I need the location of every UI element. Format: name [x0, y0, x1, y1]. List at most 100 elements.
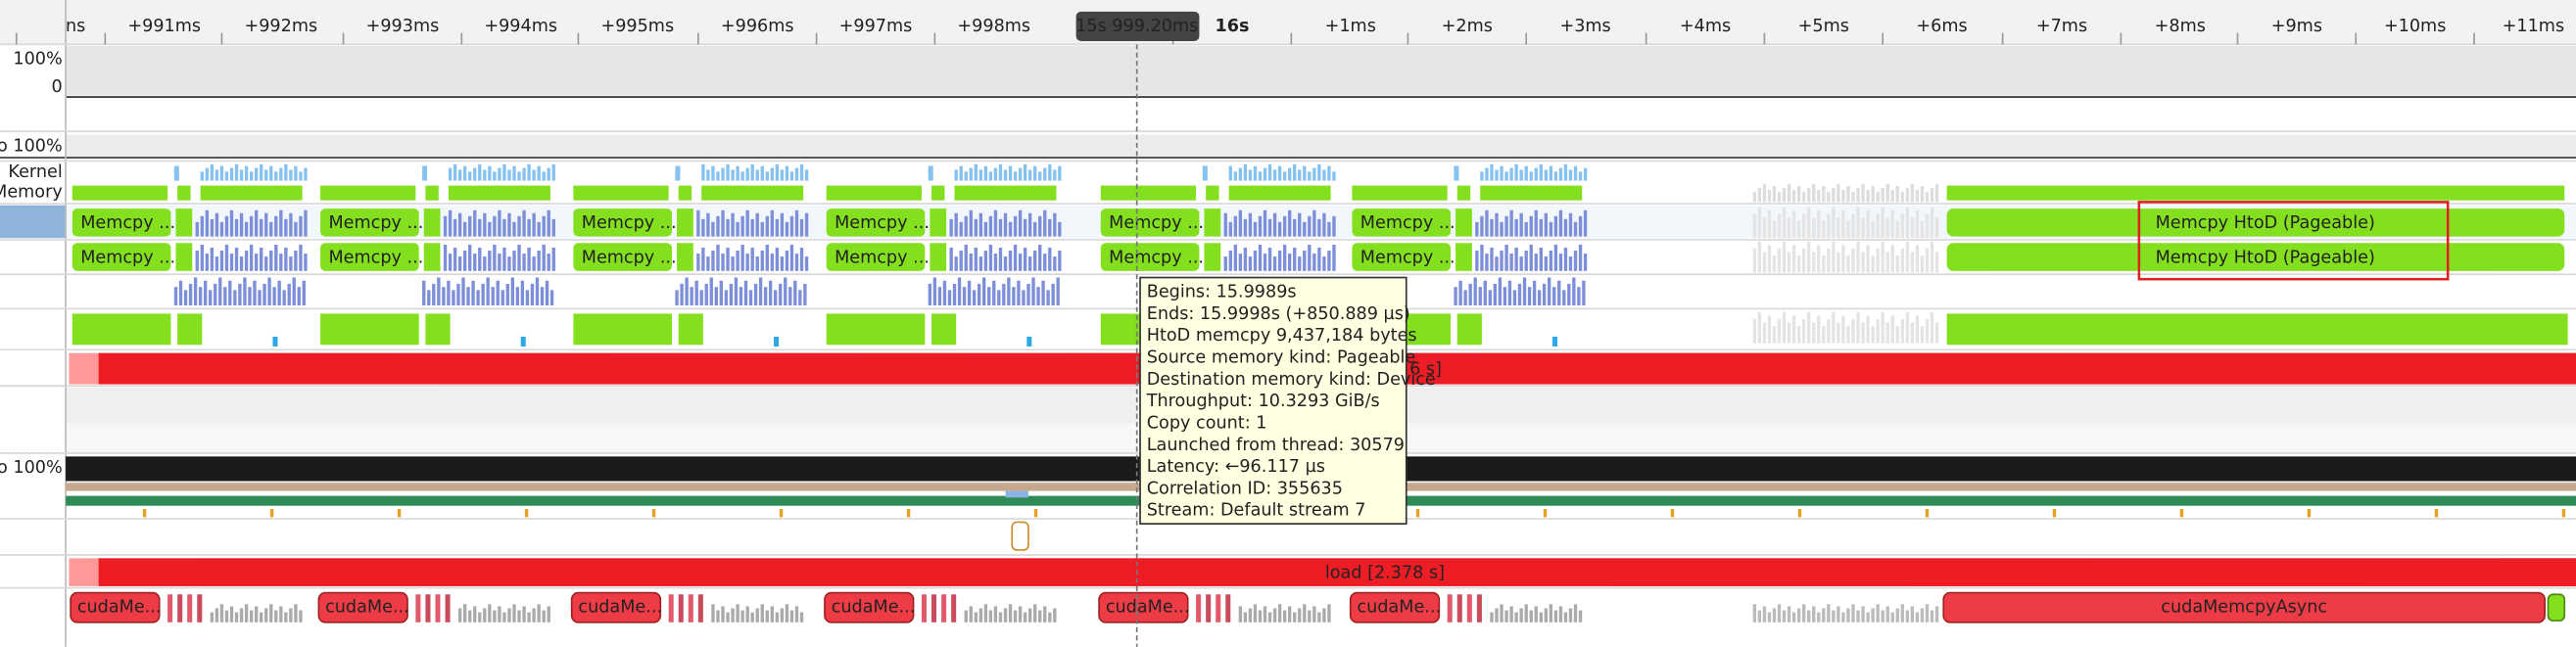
cuda-call[interactable] [1942, 591, 2546, 624]
memcpy-transfer [780, 212, 785, 237]
idle-block [1881, 207, 1884, 239]
idle-block [1762, 183, 1767, 203]
memcpy-transfer [1038, 215, 1042, 237]
idle-block [1782, 207, 1787, 239]
memcpy-transfer [269, 221, 273, 237]
memcpy-transfer [1027, 256, 1032, 271]
ruler-label: +4ms [1680, 17, 1731, 36]
idle-block [1890, 209, 1894, 239]
memcpy-block[interactable] [826, 208, 926, 237]
kernel-block [294, 165, 298, 181]
transfer-block [432, 283, 436, 306]
cuda-call[interactable] [824, 591, 915, 624]
transfer-block [685, 277, 689, 306]
memcpy-block[interactable] [320, 243, 419, 271]
memcpy-transfer [1267, 248, 1272, 271]
cuda-call[interactable] [570, 591, 662, 624]
idle-block [1930, 311, 1934, 344]
memcpy-block[interactable] [320, 208, 419, 237]
idle-block [1762, 217, 1767, 239]
idle-block [1915, 209, 1920, 239]
memcpy-block[interactable] [826, 243, 926, 271]
cuda-call[interactable] [1349, 591, 1441, 624]
ruler-label: +7ms [2036, 17, 2087, 36]
idle-block [1807, 207, 1811, 239]
memcpy-block[interactable] [72, 208, 171, 237]
row-label: 100% [13, 49, 62, 69]
memcpy-block[interactable] [573, 243, 673, 271]
memcpy-transfer [978, 212, 983, 237]
memcpy-transfer [502, 248, 506, 271]
memcpy-block[interactable] [72, 243, 171, 271]
kernel-block [780, 169, 785, 181]
memcpy-transfer [1327, 251, 1331, 271]
memory-block [448, 185, 550, 201]
memory-block [573, 185, 669, 201]
kernel-block [457, 169, 462, 181]
kernel-block [1509, 167, 1513, 181]
idle-block [1866, 315, 1870, 344]
memcpy-block[interactable] [1946, 243, 2565, 271]
idle-block [1822, 220, 1826, 239]
kernel-block [507, 169, 511, 181]
idle-block [1930, 207, 1934, 239]
transfer-block [784, 277, 787, 306]
transfer-block [763, 287, 768, 306]
memcpy-label: Memcpy ... [582, 248, 677, 267]
memcpy-block[interactable] [1100, 208, 1200, 237]
kernel-block [468, 171, 472, 181]
memcpy-block[interactable] [1352, 208, 1452, 237]
transfer-block [1548, 277, 1551, 306]
transfer-block [729, 283, 734, 306]
memcpy-transfer [1485, 254, 1489, 271]
memcpy-transfer [1514, 218, 1518, 237]
memcpy-transfer [512, 251, 516, 271]
kernel-block [1293, 163, 1297, 181]
kernel-block [755, 169, 759, 181]
memcpy-transfer [969, 209, 973, 237]
cuda-call-tick [964, 610, 968, 623]
memcpy-transfer [701, 248, 705, 271]
kernel-block [750, 163, 754, 181]
cuda-call-tick [1317, 612, 1321, 623]
memcpy-transfer [1243, 218, 1248, 237]
kernel-block [1480, 171, 1484, 181]
transfer-block [719, 280, 724, 306]
kernel-block [1303, 165, 1307, 181]
memcpy-transfer [755, 256, 759, 271]
memcpy-block[interactable] [1946, 208, 2565, 237]
cuda-call[interactable] [70, 591, 161, 624]
transfer-block [461, 277, 465, 306]
cuda-call-tick [1934, 606, 1939, 623]
memcpy-label: Memcpy ... [1360, 213, 1455, 233]
cuda-call[interactable] [317, 591, 408, 624]
kernel-block [1238, 167, 1243, 181]
cuda-call-tick [1885, 606, 1889, 623]
memcpy-transfer [468, 215, 472, 237]
memcpy-transfer [1504, 215, 1508, 237]
idle-block [1846, 254, 1850, 273]
cuda-call[interactable] [1098, 591, 1189, 624]
transfer-block [699, 290, 703, 306]
kernel-block [1490, 163, 1494, 181]
cuda-call-tick [1876, 604, 1880, 623]
kernel-block [1583, 167, 1588, 181]
memcpy-block[interactable] [573, 208, 673, 237]
memcpy-block[interactable] [1352, 243, 1452, 271]
transfer-block [1552, 287, 1556, 306]
memcpy-transfer [711, 251, 715, 271]
idle-block [1827, 248, 1831, 273]
idle-block [1934, 217, 1939, 239]
cuda-call-tick [794, 606, 799, 623]
transfer-block [287, 283, 291, 306]
memcpy-transfer [478, 248, 482, 271]
kernel-block [1023, 163, 1027, 181]
memcpy-transfer [804, 212, 809, 237]
kernel-block [736, 165, 739, 181]
cuda-call-tick [542, 610, 546, 623]
kernel-block [1243, 163, 1248, 181]
memcpy-transfer [473, 209, 477, 237]
cuda-call-tick [1282, 610, 1287, 623]
memcpy-block[interactable] [1100, 243, 1200, 271]
memory-block [72, 185, 168, 201]
